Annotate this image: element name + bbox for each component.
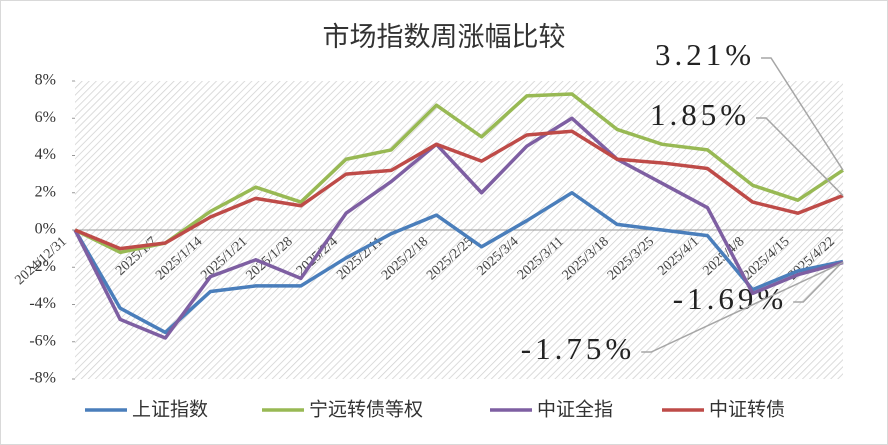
series-line xyxy=(74,129,844,251)
series-line xyxy=(73,191,844,335)
legend-label: 宁远转债等权 xyxy=(309,398,423,420)
leader-line xyxy=(756,117,844,197)
series-line xyxy=(73,116,844,340)
leader-line xyxy=(761,57,844,171)
series-line xyxy=(74,92,844,255)
y-tick-label: 6% xyxy=(35,109,56,126)
data-label: -1.75% xyxy=(521,331,635,366)
leader-line xyxy=(793,260,844,303)
data-label: 3.21% xyxy=(655,37,755,72)
y-tick-label: -8% xyxy=(29,370,56,387)
y-tick-label: -6% xyxy=(29,332,56,349)
y-tick-label: 8% xyxy=(35,72,56,89)
legend-label: 中证全指 xyxy=(537,398,613,420)
leader-line xyxy=(641,261,844,353)
chart-title: 市场指数周涨幅比较 xyxy=(323,22,566,52)
y-tick-label: -2% xyxy=(29,258,56,275)
y-tick-label: -4% xyxy=(29,295,56,312)
y-tick-label: 2% xyxy=(35,183,56,200)
data-label: 1.85% xyxy=(650,97,750,132)
y-tick-label: 4% xyxy=(35,146,56,163)
legend-label: 上证指数 xyxy=(132,398,208,420)
legend-label: 中证转债 xyxy=(709,398,785,420)
y-tick-label: 0% xyxy=(35,221,56,238)
